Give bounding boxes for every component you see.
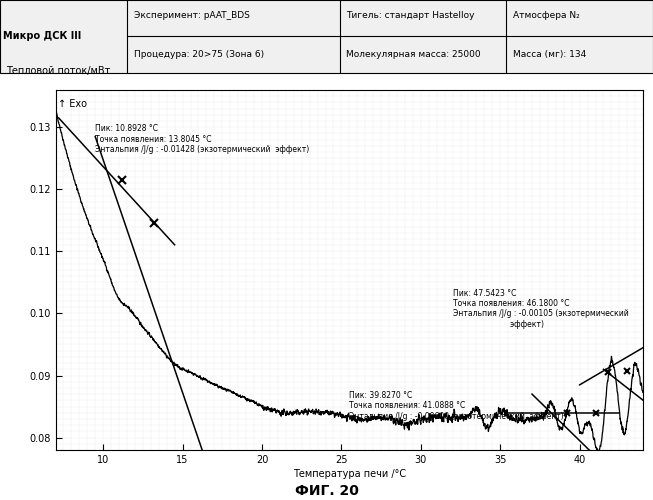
Text: ↑ Ехо: ↑ Ехо: [59, 99, 88, 109]
Text: Процедура: 20>75 (Зона 6): Процедура: 20>75 (Зона 6): [134, 50, 264, 59]
Text: Масса (мг): 134: Масса (мг): 134: [513, 50, 586, 59]
Text: ФИГ. 20: ФИГ. 20: [295, 484, 358, 498]
Text: Эксперимент: pAAT_BDS: Эксперимент: pAAT_BDS: [134, 12, 249, 20]
Text: Пик: 10.8928 °C
Точка появления: 13.8045 °C
Энтальпия /J/g : -0.01428 (экзотерми: Пик: 10.8928 °C Точка появления: 13.8045…: [95, 124, 310, 154]
Text: Пик: 47.5423 °C
Точка появления: 46.1800 °C
Энтальпия /J/g : -0.00105 (экзотерми: Пик: 47.5423 °C Точка появления: 46.1800…: [453, 288, 628, 329]
Text: Атмосфера N₂: Атмосфера N₂: [513, 12, 579, 20]
Text: Тигель: стандарт Hastelloy: Тигель: стандарт Hastelloy: [346, 12, 475, 20]
Text: Тепловой поток/мВт: Тепловой поток/мВт: [5, 66, 110, 76]
FancyBboxPatch shape: [0, 0, 653, 72]
Text: Микро ДСК III: Микро ДСК III: [3, 31, 82, 42]
X-axis label: Температура печи /°C: Температура печи /°C: [293, 469, 406, 479]
Text: Молекулярная масса: 25000: Молекулярная масса: 25000: [346, 50, 481, 59]
Text: Пик: 39.8270 °C
Точка появления: 41.0888 °C
Энтальпия /J/g : -0.00600 (экзотерми: Пик: 39.8270 °C Точка появления: 41.0888…: [349, 391, 564, 421]
